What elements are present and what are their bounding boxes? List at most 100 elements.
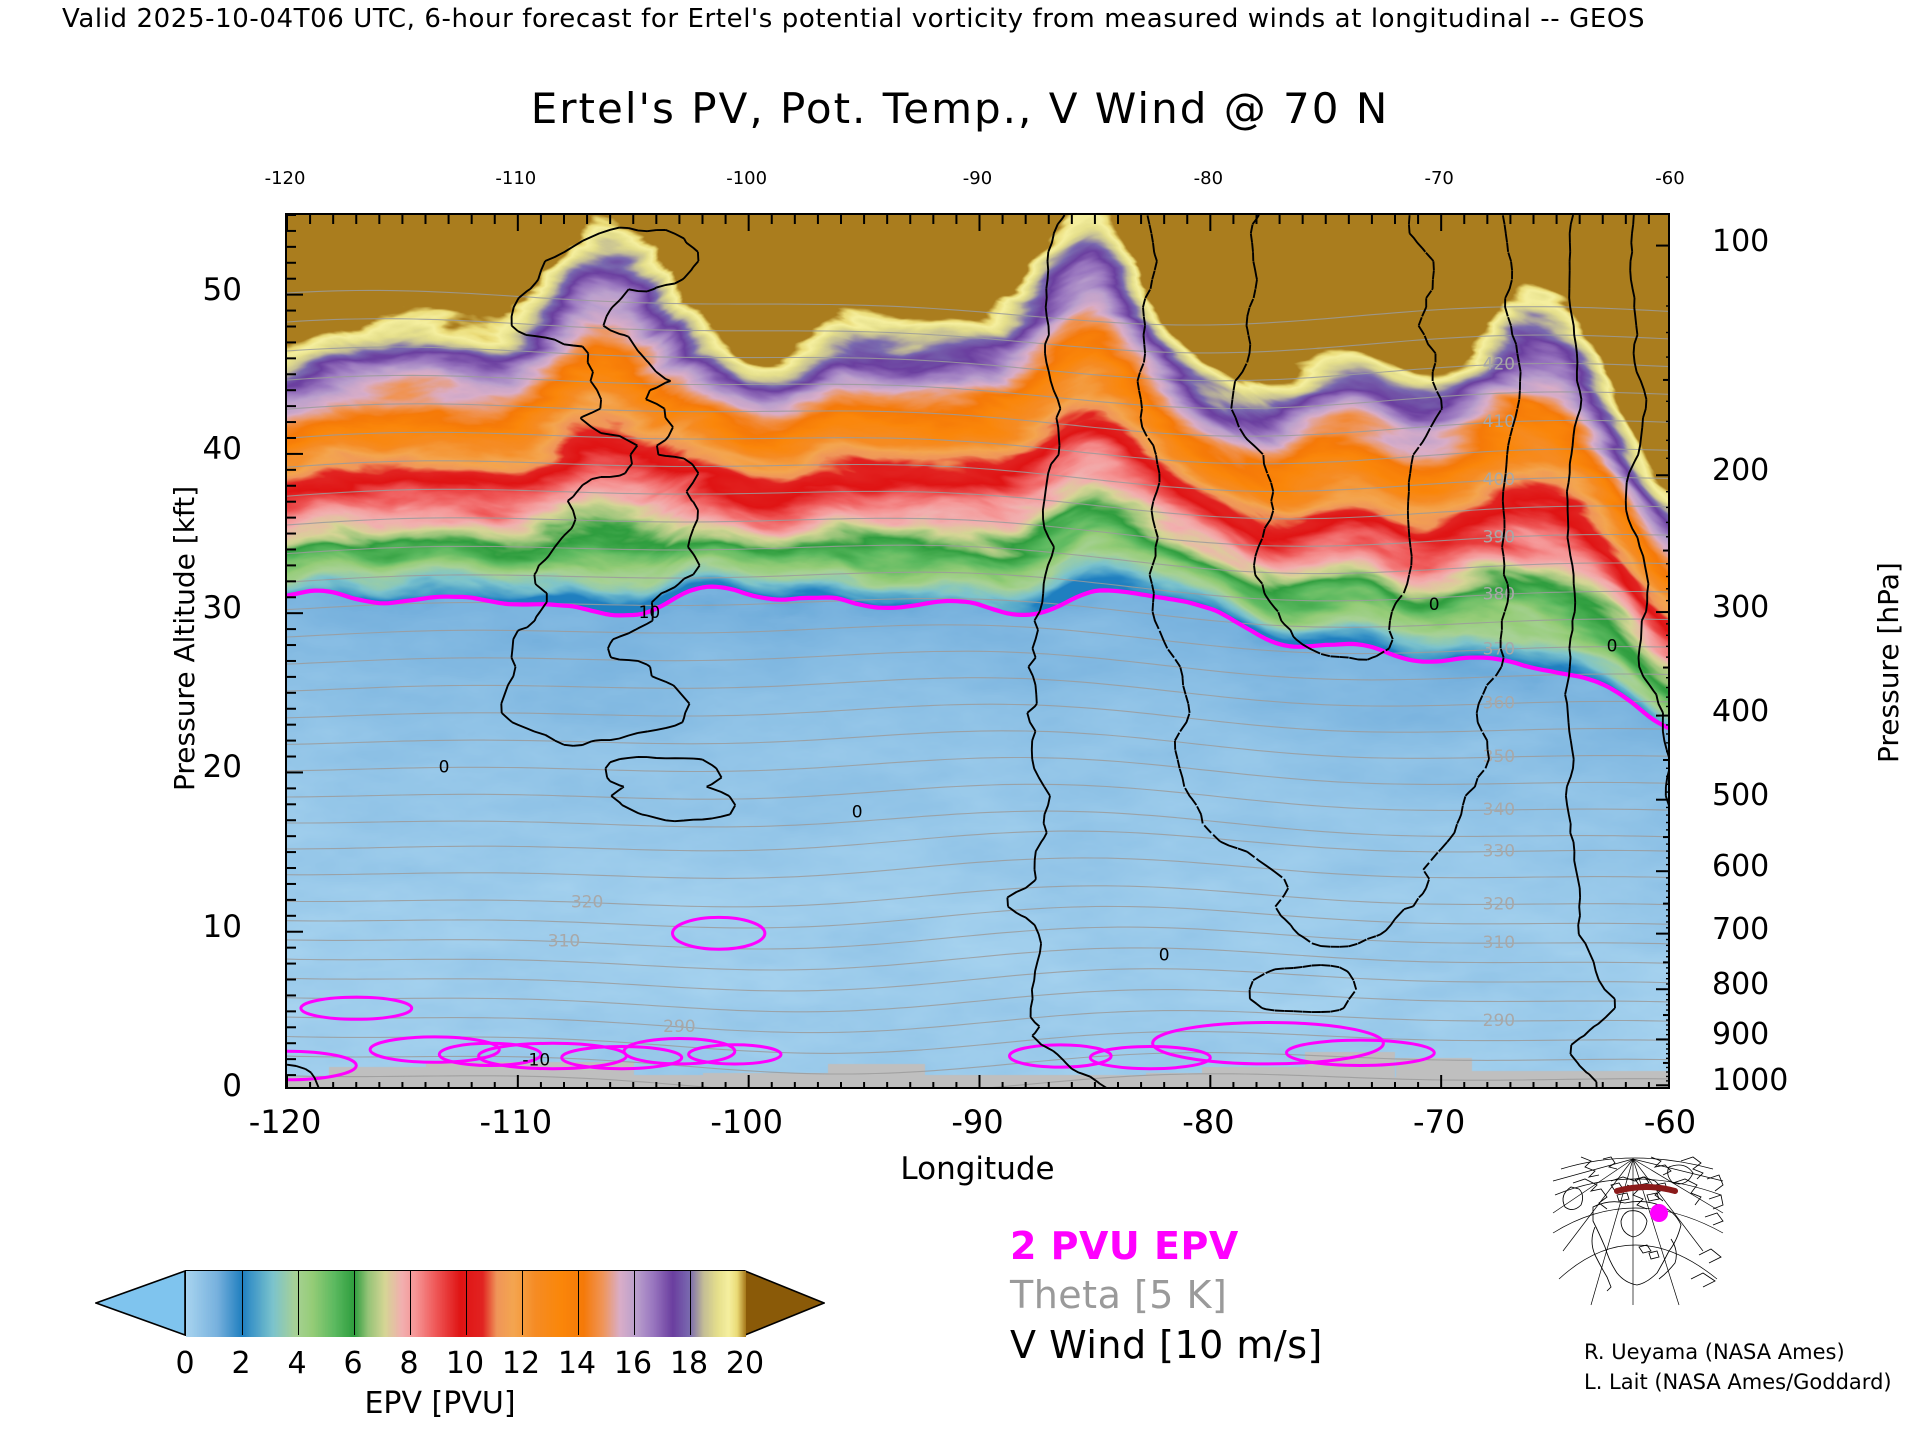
theta-contour <box>287 947 1668 971</box>
pressure-axis-tick-label: 600 <box>1712 849 1770 885</box>
pressure-axis-tick-label: 100 <box>1712 223 1770 259</box>
theta-contour-label: 380 <box>1483 585 1515 605</box>
theta-contour-label: 290 <box>663 1017 695 1037</box>
theta-contour-label: 340 <box>1483 800 1515 820</box>
pv2-low-level-pocket <box>287 1049 358 1082</box>
theta-contour-label: 320 <box>571 893 603 913</box>
vwind-contour-0 <box>287 215 1616 1087</box>
pv2-low-level-pocket <box>1151 1021 1385 1066</box>
colorbar-under-arrow <box>95 1270 186 1336</box>
vwind-contour-label: 0 <box>1429 595 1440 615</box>
vwind-contour--20 <box>1230 215 1443 661</box>
theta-contour <box>287 905 1668 929</box>
pressure-axis-tick-label: 900 <box>1712 1017 1770 1053</box>
y-axis-tick-label: 0 <box>222 1068 242 1104</box>
theta-contour-label: 390 <box>1483 527 1515 547</box>
top-axis-tick-label: -110 <box>495 168 537 189</box>
top-axis-tick-label: -90 <box>962 168 993 189</box>
top-axis-tick-label: -70 <box>1424 168 1454 189</box>
top-axis-tick-label: -60 <box>1655 168 1685 189</box>
theta-contour <box>287 318 1668 354</box>
pv2-low-level-pocket <box>1008 1043 1113 1069</box>
pv2-low-level-pocket <box>299 995 414 1021</box>
theta-contour <box>287 989 1668 1013</box>
figure-header-text: Valid 2025-10-04T06 UTC, 6-hour forecast… <box>62 4 1646 34</box>
vwind-contour-label: 10 <box>639 603 661 623</box>
theta-contour <box>287 544 1668 575</box>
theta-contour <box>287 431 1668 465</box>
y-axis-tick-label: 30 <box>202 590 242 627</box>
pressure-axis-tick-label: 800 <box>1712 967 1770 1003</box>
inset-locator-map <box>1551 1155 1726 1315</box>
theta-contour <box>287 403 1668 437</box>
figure-title: Ertel's PV, Pot. Temp., V Wind @ 70 N <box>530 84 1390 133</box>
pv2-tropopause-line <box>287 584 1668 730</box>
x-axis-tick-label: -110 <box>479 1103 553 1141</box>
cross-section-plot: 290 310 320 330 340 350 360 370 380 390 400 410 420 2… <box>285 213 1670 1089</box>
legend-pv-label: 2 PVU EPV <box>1010 1224 1239 1268</box>
x-axis-tick-label: -70 <box>1413 1103 1466 1141</box>
pv2-low-level-pocket <box>437 1041 543 1068</box>
x-axis-tick-label: -80 <box>1182 1103 1235 1141</box>
theta-contour <box>287 460 1668 492</box>
pv2-low-level-pocket <box>1285 1038 1436 1067</box>
theta-contour <box>287 571 1668 602</box>
pv2-low-level-pocket <box>622 1037 737 1066</box>
theta-contour-label: 370 <box>1483 639 1515 659</box>
colorbar-tick-label: 2 <box>231 1346 251 1381</box>
axis-ticks <box>287 215 1668 1087</box>
colorbar-separator <box>242 1271 243 1335</box>
theta-contour-label: 330 <box>1483 842 1515 862</box>
colorbar-tick-label: 12 <box>501 1346 541 1381</box>
theta-contour <box>287 488 1668 520</box>
colorbar-tick-label: 0 <box>175 1346 195 1381</box>
pv2-low-level-pocket <box>687 1043 783 1066</box>
vwind-contour-10 <box>1624 215 1668 806</box>
x-axis-tick-label: -120 <box>248 1103 322 1141</box>
pressure-axis-tick-label: 500 <box>1712 777 1770 813</box>
x-axis-tick-label: -100 <box>710 1103 783 1141</box>
colorbar-title: EPV [PVU] <box>364 1386 516 1421</box>
theta-contour-label: 410 <box>1483 412 1515 432</box>
theta-contour <box>287 517 1668 547</box>
theta-contour <box>287 756 1668 785</box>
theta-contour-label: 360 <box>1483 694 1515 714</box>
theta-contour <box>287 1052 1668 1075</box>
y-axis-tick-label: 20 <box>202 749 242 786</box>
theta-contour <box>287 783 1668 811</box>
theta-contour <box>287 810 1668 838</box>
vwind-contour-label: 0 <box>1607 637 1618 657</box>
x-axis-title: Longitude <box>900 1151 1055 1187</box>
theta-contour <box>287 677 1668 707</box>
graticule-parallels <box>1552 1157 1724 1280</box>
right-axis-title: Pressure [hPa] <box>1872 562 1905 763</box>
theta-contour <box>287 730 1668 759</box>
pressure-axis-tick-label: 200 <box>1712 453 1770 489</box>
colorbar-body <box>185 1270 746 1337</box>
pv2-low-level-pocket <box>368 1035 501 1064</box>
theta-contour <box>287 1010 1668 1034</box>
theta-contour-label: 400 <box>1483 470 1515 490</box>
theta-contour-label: 310 <box>1483 933 1515 953</box>
theta-contour-label: 350 <box>1483 747 1515 767</box>
vwind-contour-label: -10 <box>522 1051 550 1071</box>
legend-vwind-label: V Wind [10 m/s] <box>1010 1322 1323 1367</box>
colorbar-separator <box>466 1271 467 1335</box>
credits: R. Ueyama (NASA Ames) L. Lait (NASA Ames… <box>1584 1338 1892 1398</box>
pressure-axis-tick-label: 700 <box>1712 911 1770 947</box>
vwind-contour-label: 0 <box>439 758 450 778</box>
colorbar-separator <box>522 1271 523 1335</box>
colorbar-tick-label: 10 <box>445 1346 485 1381</box>
colorbar: 0 2 4 6 8 10 12 14 16 18 20 EPV [PVU] <box>95 1270 825 1421</box>
credit-line-1: R. Ueyama (NASA Ames) <box>1584 1340 1845 1364</box>
vwind-contour-label: 0 <box>852 802 863 822</box>
theta-contour-label: 320 <box>1483 894 1515 914</box>
vwind-contour--10 <box>1136 215 1522 1014</box>
theta-contour <box>287 346 1668 382</box>
top-axis-tick-label: -100 <box>726 168 768 189</box>
colorbar-tick-label: 18 <box>669 1346 709 1381</box>
theta-contour <box>287 374 1668 410</box>
colorbar-separator <box>690 1271 691 1335</box>
theta-contour <box>287 289 1668 326</box>
colorbar-tick-label: 16 <box>613 1346 653 1381</box>
